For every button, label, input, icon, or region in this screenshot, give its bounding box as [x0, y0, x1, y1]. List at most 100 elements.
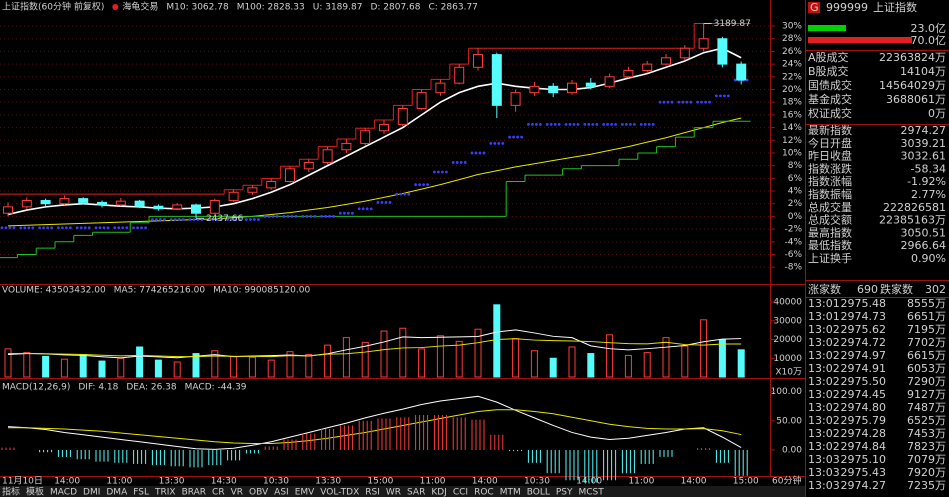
stop-dot — [474, 151, 478, 155]
tick-volume: 7453万 — [907, 427, 946, 440]
quote-code: 999999 — [826, 1, 868, 14]
candle-body — [736, 63, 747, 81]
indicator-tab[interactable]: KDJ — [431, 488, 447, 497]
row-label: 总成交额 — [808, 213, 852, 227]
candle-body — [78, 198, 89, 203]
stop-dot — [211, 218, 215, 221]
y-tick-label: 40000 — [773, 298, 802, 308]
stop-dot — [347, 211, 350, 215]
indicator-tab[interactable]: BRAR — [182, 488, 206, 497]
row-label: 指数振幅 — [808, 187, 852, 201]
volume-bar — [136, 346, 144, 378]
indicator-tab[interactable]: ASI — [274, 488, 289, 497]
tick-price: 2974.91 — [841, 362, 887, 375]
stop-dot — [520, 135, 523, 139]
y-tick-label: 12% — [782, 136, 802, 146]
stop-dot — [144, 226, 148, 230]
stop-dot — [207, 218, 211, 221]
y-tick-label: 100.00 — [771, 387, 803, 397]
tick-price: 2974.45 — [841, 388, 887, 401]
indicator-tab[interactable]: MTM — [500, 488, 521, 497]
stop-dot — [727, 94, 730, 98]
y-tick-label: -6% — [784, 250, 802, 260]
candle-body — [341, 142, 352, 151]
tick-volume: 7487万 — [907, 401, 946, 414]
candle-body — [604, 76, 615, 87]
indicator-tab[interactable]: SAR — [407, 488, 425, 497]
stop-dot — [245, 218, 248, 221]
x-tick-label: 14:00 — [472, 477, 498, 487]
volume-bar — [718, 339, 726, 378]
y-tick-label: 0% — [788, 212, 803, 222]
indicator-tab[interactable]: VOL-TDX — [320, 488, 359, 497]
row-value: 3032.61 — [901, 150, 947, 163]
stop-dot — [591, 122, 595, 126]
y-tick-label: 50.00 — [776, 416, 802, 426]
y-tick-label: 30% — [782, 22, 802, 32]
tick-volume: 6053万 — [907, 362, 946, 375]
indicator-tab[interactable]: WR — [386, 488, 401, 497]
y-tick-label: 0.00 — [782, 445, 802, 455]
stop-dot — [365, 207, 369, 211]
indicator-tab[interactable]: ROC — [474, 488, 494, 497]
volume-bar — [60, 358, 68, 378]
row-value: 2966.64 — [901, 239, 947, 252]
badge: G — [810, 1, 819, 14]
row-value: 222826581 — [883, 201, 946, 214]
stop-dot — [4, 226, 8, 230]
y-tick-label: 2% — [788, 199, 803, 209]
indicator-tab[interactable]: VR — [231, 488, 243, 497]
indicator-tab[interactable]: PSY — [556, 488, 573, 497]
stop-dot — [643, 122, 647, 126]
stop-dot — [625, 122, 628, 126]
indicator-tab[interactable]: DMA — [106, 488, 128, 497]
stop-dot — [715, 94, 718, 98]
indicator-tab[interactable]: CR — [212, 488, 225, 497]
stop-dot — [61, 226, 64, 230]
tick-volume: 7079万 — [907, 453, 946, 466]
header-text: M10: 3062.78 — [166, 3, 229, 13]
stop-dot — [564, 122, 568, 126]
tick-volume: 7823万 — [907, 440, 946, 453]
header-text: DEA: 26.38 — [126, 383, 177, 393]
stop-dot — [666, 100, 670, 104]
row-value: 0.90% — [911, 252, 946, 265]
stop-dot — [723, 94, 726, 98]
row-label: 指数涨幅 — [808, 174, 852, 188]
indicator-tab[interactable]: CCI — [453, 488, 468, 497]
stop-dot — [192, 218, 196, 221]
indicator-tab[interactable]: MACD — [50, 488, 77, 497]
candle-body — [567, 82, 577, 94]
period-label[interactable]: 60分钟 — [772, 475, 801, 487]
stop-dot — [234, 218, 238, 221]
indicator-tab[interactable]: TRIX — [154, 488, 176, 497]
stop-dot — [275, 214, 279, 218]
volume-bar — [286, 351, 294, 378]
row-label: 国债成交 — [808, 78, 852, 92]
tick-volume: 6651万 — [907, 310, 946, 323]
tick-volume: 6615万 — [907, 349, 946, 362]
annotation: 2437.66 — [206, 214, 243, 224]
indicator-tab[interactable]: FSL — [133, 488, 149, 497]
indicator-tab[interactable]: 模板 — [26, 486, 44, 497]
tick-price: 2975.48 — [841, 297, 887, 310]
tick-time: 13:02 — [808, 388, 840, 401]
indicator-tab[interactable]: RSI — [365, 488, 380, 497]
stop-dot — [388, 201, 392, 204]
indicator-tab[interactable]: EMV — [295, 488, 315, 497]
stop-dot — [79, 226, 83, 230]
stop-dot — [614, 122, 617, 126]
indicator-tab[interactable]: 指标 — [2, 486, 20, 497]
indicator-tab[interactable]: BOLL — [527, 488, 550, 497]
unit-label: X10万 — [775, 368, 802, 378]
ratio-bar — [808, 25, 846, 31]
row-value: 690 — [857, 283, 878, 296]
volume-bar — [530, 350, 538, 378]
indicator-tab[interactable]: DMI — [83, 488, 100, 497]
volume-bar — [568, 346, 576, 378]
indicator-tab[interactable]: OBV — [249, 488, 269, 497]
volume-bar — [361, 341, 369, 378]
volume-bar — [643, 352, 651, 378]
indicator-tab[interactable]: MCST — [579, 488, 605, 497]
stop-dot — [621, 122, 624, 126]
